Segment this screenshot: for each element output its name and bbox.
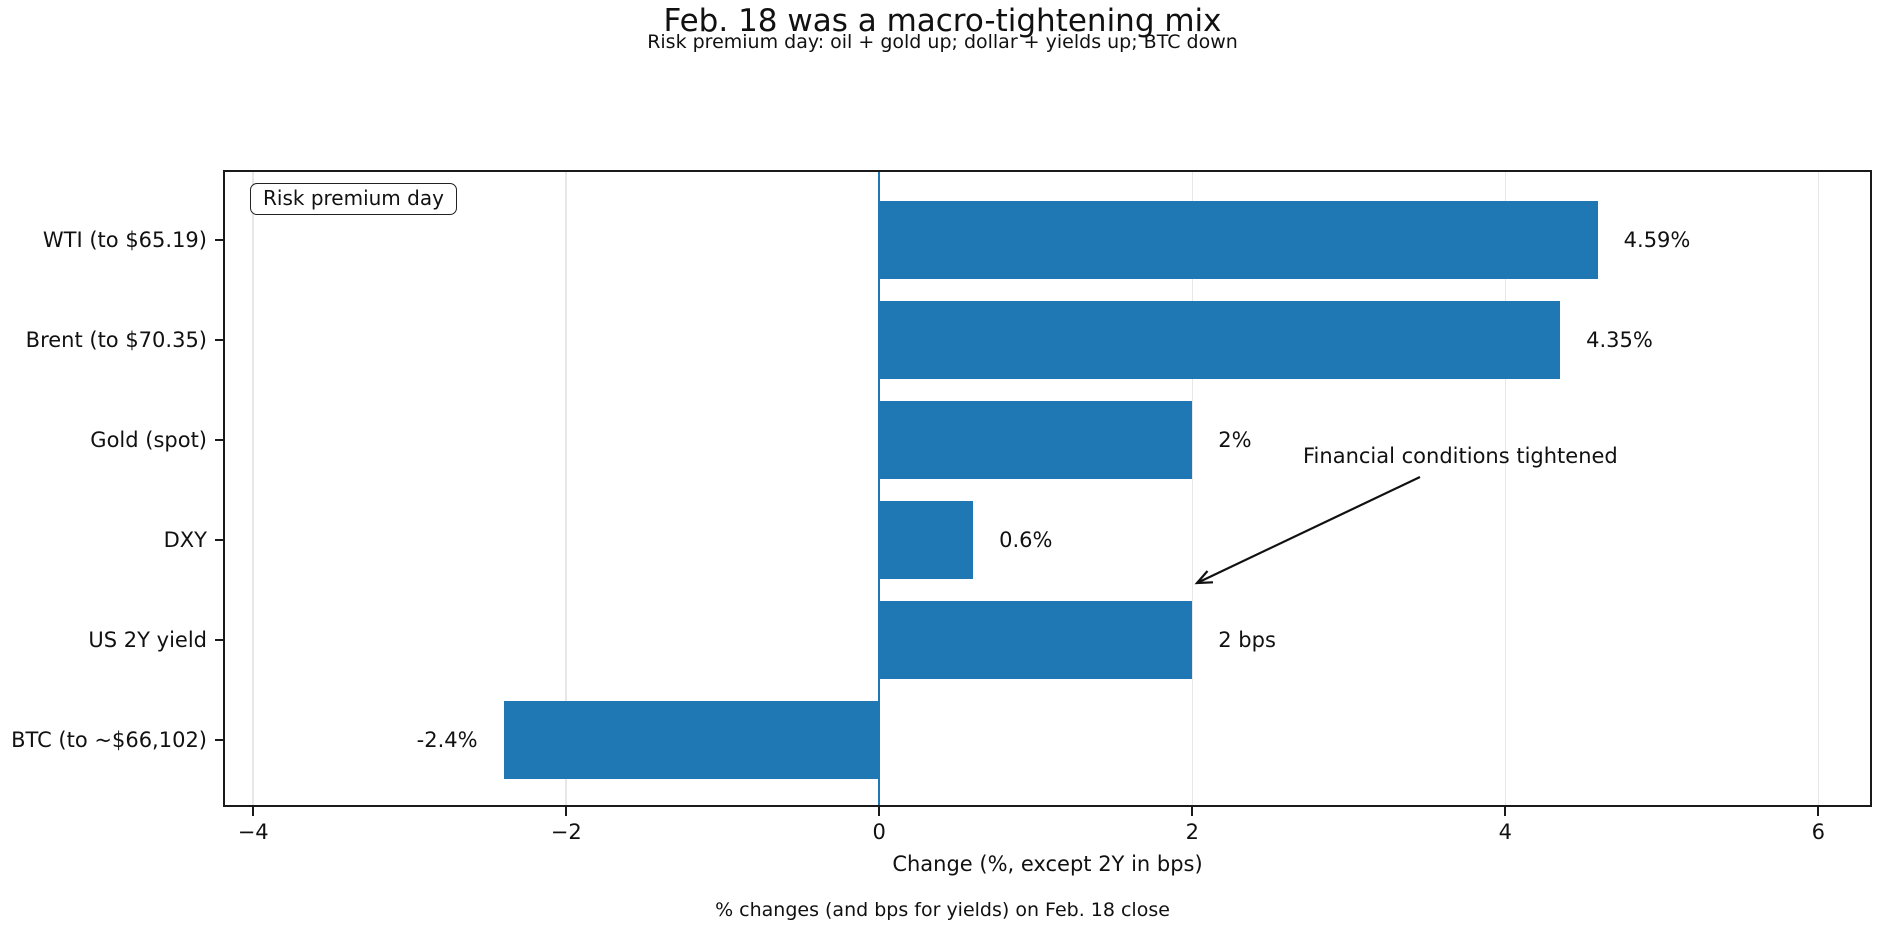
bar-4	[879, 601, 1193, 679]
x-tick-label: −4	[237, 820, 269, 844]
bar-1	[879, 301, 1561, 379]
x-axis-label: Change (%, except 2Y in bps)	[892, 852, 1203, 876]
y-tick-label: US 2Y yield	[88, 628, 207, 652]
gridline	[1817, 172, 1820, 805]
x-tick-label: 4	[1498, 820, 1512, 844]
bar-5	[503, 701, 880, 779]
value-label: 2 bps	[1218, 628, 1276, 652]
value-label: 0.6%	[999, 528, 1053, 552]
y-tick-mark	[215, 539, 223, 541]
y-tick-label: Brent (to $70.35)	[25, 328, 207, 352]
caption: % changes (and bps for yields) on Feb. 1…	[715, 899, 1170, 921]
gridline	[565, 172, 567, 805]
bar-3	[879, 501, 974, 579]
y-tick-label: Gold (spot)	[90, 428, 207, 452]
bar-0	[879, 201, 1598, 279]
y-tick-mark	[215, 439, 223, 441]
x-tick-mark	[1817, 807, 1820, 816]
y-tick-label: BTC (to ~$66,102)	[11, 728, 207, 752]
x-tick-mark	[1504, 807, 1507, 816]
x-tick-mark	[878, 807, 881, 816]
plot-area: 4.59% 4.35% 2% 0.6% 2 bps -2.4%	[223, 170, 1872, 807]
gridline	[1191, 172, 1194, 805]
y-tick-mark	[215, 339, 223, 341]
legend-box: Risk premium day	[250, 183, 457, 215]
x-tick-label: 0	[872, 820, 886, 844]
y-tick-mark	[215, 239, 223, 241]
x-tick-label: −2	[550, 820, 582, 844]
x-tick-label: 2	[1185, 820, 1199, 844]
chart-title: Feb. 18 was a macro-tightening mix	[663, 3, 1222, 39]
zero-line	[877, 172, 881, 805]
y-tick-mark	[215, 639, 223, 641]
x-tick-mark	[252, 807, 255, 816]
y-tick-label: WTI (to $65.19)	[42, 228, 207, 252]
value-label: 2%	[1218, 428, 1252, 452]
chart-subtitle: Risk premium day: oil + gold up; dollar …	[647, 31, 1238, 53]
x-tick-mark	[565, 807, 568, 816]
y-tick-label: DXY	[163, 528, 207, 552]
value-label: 4.59%	[1623, 228, 1691, 252]
value-label: 4.35%	[1586, 328, 1653, 352]
legend-label: Risk premium day	[263, 186, 444, 210]
bar-2	[879, 401, 1193, 479]
y-tick-mark	[215, 739, 223, 741]
gridline	[252, 172, 254, 805]
gridline	[1504, 172, 1507, 805]
x-tick-mark	[1191, 807, 1194, 816]
value-label: -2.4%	[416, 728, 478, 752]
annotation-text: Financial conditions tightened	[1303, 444, 1618, 468]
x-tick-label: 6	[1811, 820, 1826, 844]
